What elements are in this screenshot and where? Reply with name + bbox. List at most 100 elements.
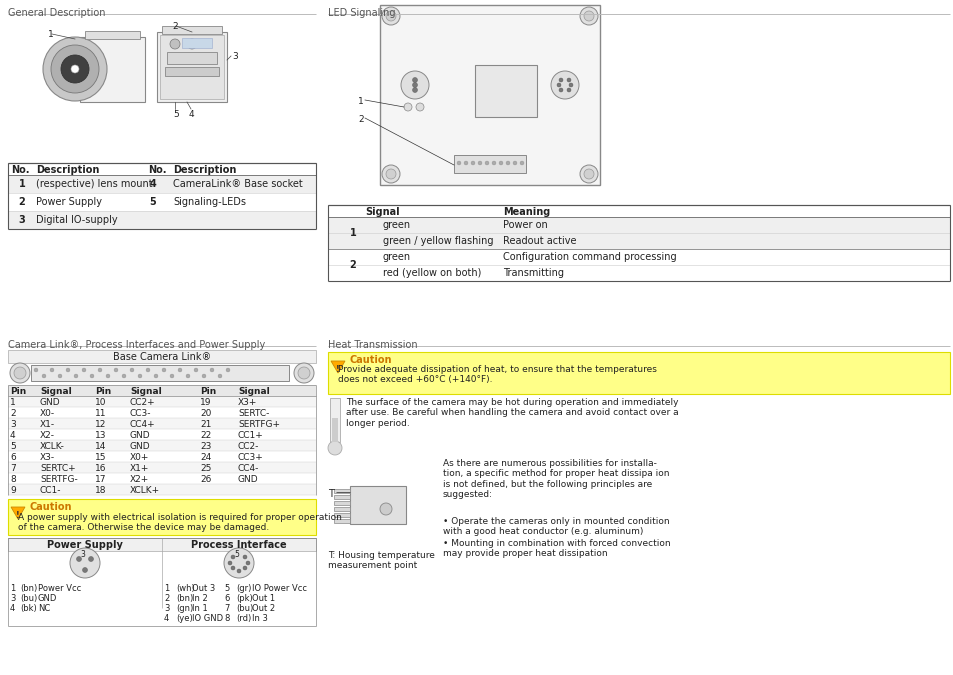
Bar [8, 484, 315, 495]
Circle shape [218, 374, 222, 378]
Bar [334, 495, 350, 499]
Text: In 3: In 3 [252, 614, 268, 623]
Circle shape [297, 367, 310, 379]
Circle shape [14, 367, 26, 379]
Text: 22: 22 [200, 431, 211, 440]
Text: Signal: Signal [130, 387, 162, 396]
Circle shape [412, 78, 417, 82]
Circle shape [231, 555, 234, 559]
Text: 4: 4 [189, 110, 194, 119]
Circle shape [74, 374, 78, 378]
Text: !: ! [335, 364, 339, 373]
Text: CC2-: CC2- [237, 442, 259, 451]
Bar [8, 211, 315, 229]
Text: 18: 18 [95, 486, 107, 495]
Text: T: Housing temperature
measurement point: T: Housing temperature measurement point [328, 551, 435, 570]
Circle shape [202, 374, 206, 378]
Text: CC2+: CC2+ [130, 398, 155, 407]
Circle shape [412, 88, 417, 92]
Text: 15: 15 [95, 453, 107, 462]
Circle shape [403, 103, 412, 111]
Text: 7: 7 [224, 604, 229, 613]
Circle shape [558, 78, 562, 82]
Circle shape [557, 83, 560, 87]
Circle shape [243, 555, 247, 559]
Circle shape [82, 368, 86, 372]
Circle shape [551, 71, 578, 99]
Circle shape [193, 368, 198, 372]
Text: A power supply with electrical isolation is required for proper operation
of the: A power supply with electrical isolation… [18, 513, 341, 533]
Text: (respective) lens mount: (respective) lens mount [36, 179, 152, 189]
Circle shape [226, 368, 230, 372]
Circle shape [246, 561, 250, 565]
Circle shape [566, 88, 571, 92]
Bar [85, 31, 140, 39]
Circle shape [386, 11, 395, 21]
Text: GND: GND [38, 594, 57, 603]
Text: General Description: General Description [8, 8, 106, 18]
Bar [8, 440, 315, 451]
Text: !: ! [16, 510, 20, 520]
Text: 17: 17 [95, 475, 107, 484]
Text: 2: 2 [19, 197, 26, 207]
Text: 5: 5 [10, 442, 16, 451]
Bar [8, 163, 315, 175]
Bar [160, 35, 224, 99]
Circle shape [379, 503, 392, 515]
Circle shape [186, 374, 190, 378]
Bar [332, 418, 337, 442]
Circle shape [412, 82, 417, 88]
Text: (bn): (bn) [20, 584, 37, 593]
Text: Signal: Signal [40, 387, 71, 396]
Bar [334, 489, 350, 493]
Circle shape [471, 161, 475, 165]
Circle shape [231, 566, 234, 570]
Bar [8, 350, 315, 363]
Text: Power Vcc: Power Vcc [38, 584, 81, 593]
Circle shape [236, 569, 241, 573]
Text: 1: 1 [10, 584, 15, 593]
Text: XCLK+: XCLK+ [130, 486, 160, 495]
Bar [8, 499, 315, 535]
Circle shape [210, 368, 213, 372]
Text: CC4-: CC4- [237, 464, 259, 473]
Text: 8: 8 [10, 475, 16, 484]
Circle shape [70, 548, 100, 578]
Text: 21: 21 [200, 420, 212, 429]
Text: green: green [382, 220, 411, 230]
Circle shape [130, 368, 133, 372]
Text: GND: GND [130, 442, 151, 451]
Polygon shape [11, 507, 25, 519]
Text: 2: 2 [10, 409, 15, 418]
Text: Transmitting: Transmitting [502, 268, 563, 278]
Text: 5: 5 [172, 110, 178, 119]
Circle shape [76, 556, 81, 562]
Text: • Mounting in combination with forced convection
may provide proper heat dissipa: • Mounting in combination with forced co… [442, 539, 670, 558]
Text: 7: 7 [10, 464, 16, 473]
Bar [334, 519, 350, 523]
Circle shape [456, 161, 460, 165]
Text: In 1: In 1 [192, 604, 208, 613]
Text: Power on: Power on [502, 220, 547, 230]
Text: Out 2: Out 2 [252, 604, 274, 613]
Polygon shape [331, 361, 345, 373]
Text: T: T [328, 489, 334, 499]
Circle shape [416, 103, 423, 111]
Bar [165, 67, 219, 76]
Circle shape [381, 7, 399, 25]
Circle shape [328, 441, 341, 455]
Circle shape [519, 161, 523, 165]
Text: (rd): (rd) [235, 614, 251, 623]
Text: 1: 1 [357, 97, 363, 106]
Bar [8, 385, 315, 396]
Bar [162, 26, 222, 34]
Text: (gr): (gr) [235, 584, 251, 593]
Text: X1-: X1- [40, 420, 55, 429]
Circle shape [10, 363, 30, 383]
Text: CC3+: CC3+ [237, 453, 263, 462]
Bar [334, 513, 350, 517]
Circle shape [51, 45, 99, 93]
Circle shape [43, 37, 107, 101]
Text: CC4+: CC4+ [130, 420, 155, 429]
Bar [8, 193, 315, 211]
